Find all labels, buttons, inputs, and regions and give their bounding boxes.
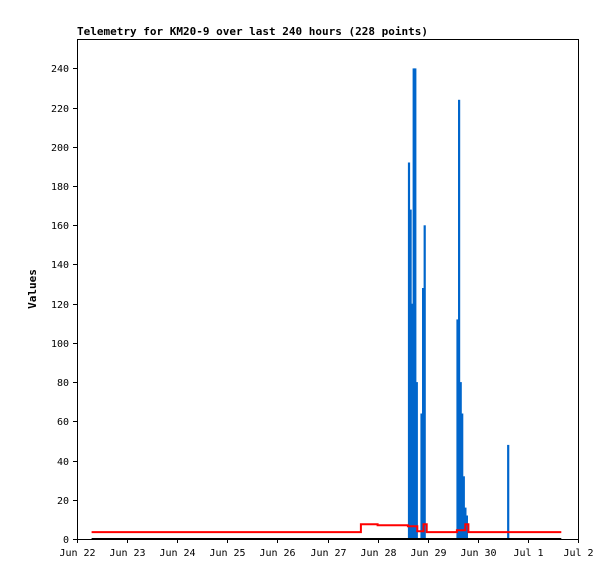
y-tick-label-40: 40 bbox=[57, 457, 69, 468]
bar-0-1 bbox=[409, 209, 412, 539]
x-tick-label-10: Jul 2 bbox=[563, 548, 593, 559]
bar-0-9 bbox=[456, 319, 459, 539]
x-tick-label-1: Jun 23 bbox=[109, 548, 145, 559]
x-tick-label-3: Jun 25 bbox=[209, 548, 245, 559]
x-tick-label-7: Jun 29 bbox=[410, 548, 446, 559]
bar-0-15 bbox=[465, 515, 468, 539]
y-tick-label-160: 160 bbox=[51, 221, 69, 232]
x-tick-label-8: Jun 30 bbox=[460, 548, 496, 559]
y-tick-label-220: 220 bbox=[51, 104, 69, 115]
x-tick-label-0: Jun 22 bbox=[59, 548, 95, 559]
y-tick-label-100: 100 bbox=[51, 339, 69, 350]
x-tick-label-2: Jun 24 bbox=[159, 548, 195, 559]
bar-0-13 bbox=[462, 476, 465, 539]
bar-0-7 bbox=[422, 288, 425, 539]
plot-area bbox=[91, 68, 562, 540]
y-tick-label-20: 20 bbox=[57, 496, 69, 507]
y-tick-label-180: 180 bbox=[51, 182, 69, 193]
x-tick-label-9: Jul 1 bbox=[513, 548, 543, 559]
x-tick-label-6: Jun 28 bbox=[360, 548, 396, 559]
y-tick-label-0: 0 bbox=[63, 535, 69, 546]
bar-0-10 bbox=[458, 99, 461, 540]
step-line-1 bbox=[91, 523, 562, 534]
y-tick-label-140: 140 bbox=[51, 260, 69, 271]
bar-0-12 bbox=[461, 413, 464, 539]
x-tick-label-5: Jun 27 bbox=[310, 548, 346, 559]
chart-title: Telemetry for KM20-9 over last 240 hours… bbox=[77, 25, 428, 38]
bar-0-16 bbox=[507, 444, 510, 539]
plot-frame bbox=[77, 39, 579, 540]
y-tick-label-60: 60 bbox=[57, 417, 69, 428]
y-axis-label: Values bbox=[26, 269, 39, 309]
bar-0-3 bbox=[412, 68, 415, 540]
x-axis: Jun 22 Jun 23 Jun 24 Jun 25 Jun 26 Jun 27 Jun … bbox=[59, 539, 594, 559]
y-axis: 0 20 40 60 80 100 120 140 160 180 200 220 240 bbox=[51, 64, 77, 546]
bar-0-2 bbox=[411, 303, 414, 539]
bar-0-5 bbox=[415, 382, 418, 539]
y-tick-label-80: 80 bbox=[57, 378, 69, 389]
bar-0-0 bbox=[407, 162, 411, 539]
bar-0-11 bbox=[459, 382, 462, 539]
bar-0-6 bbox=[420, 413, 423, 539]
bar-0-8 bbox=[423, 225, 426, 540]
y-tick-label-200: 200 bbox=[51, 143, 69, 154]
y-tick-label-240: 240 bbox=[51, 64, 69, 75]
bar-0-4 bbox=[414, 68, 417, 540]
y-tick-label-120: 120 bbox=[51, 300, 69, 311]
x-tick-label-4: Jun 26 bbox=[259, 548, 295, 559]
